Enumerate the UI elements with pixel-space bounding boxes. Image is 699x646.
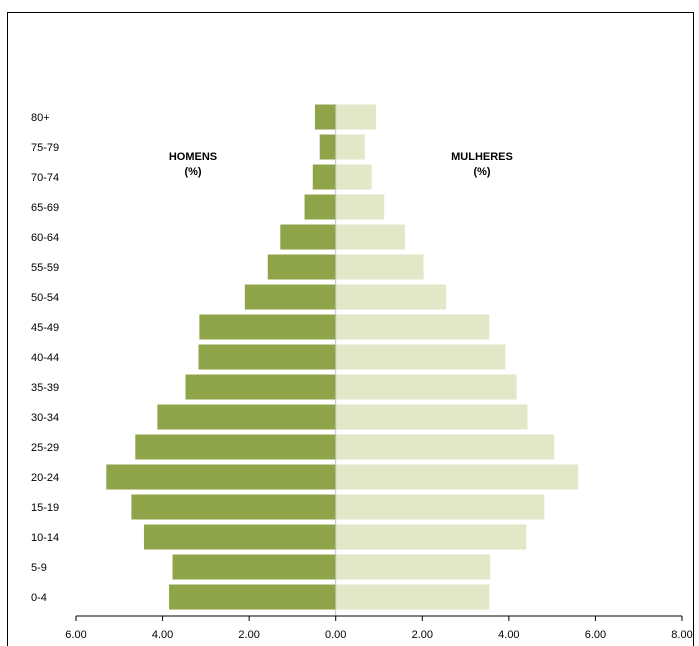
x-tick-label: 6.00	[65, 629, 86, 641]
y-tick-label-80+: 80+	[31, 112, 50, 124]
x-tick-label: 4.00	[152, 629, 173, 641]
bar-mulheres-15-19	[335, 494, 545, 520]
bar-mulheres-5-9	[335, 554, 491, 580]
bar-mulheres-55-59	[335, 254, 424, 280]
x-tick-label: 6.00	[585, 629, 606, 641]
bar-homens-40-44	[198, 344, 336, 370]
bar-homens-70-74	[312, 164, 336, 190]
bar-homens-0-4	[169, 584, 336, 610]
y-tick-label-55-59: 55-59	[31, 262, 59, 274]
x-tick-label: 2.00	[412, 629, 433, 641]
bar-mulheres-0-4	[335, 584, 490, 610]
y-tick-label-50-54: 50-54	[31, 292, 59, 304]
y-tick-label-45-49: 45-49	[31, 322, 59, 334]
x-tick-label: 4.00	[498, 629, 519, 641]
series-labels: HOMENS (%) MULHERES (%)	[169, 151, 513, 178]
bar-homens-20-24	[106, 464, 336, 490]
bar-mulheres-35-39	[335, 374, 517, 400]
bar-mulheres-50-54	[335, 284, 447, 310]
bar-homens-75-79	[319, 134, 336, 160]
series-label-mulheres: MULHERES (%)	[451, 151, 513, 178]
y-tick-label-75-79: 75-79	[31, 142, 59, 154]
y-tick-label-10-14: 10-14	[31, 532, 59, 544]
bar-mulheres-80+	[335, 104, 376, 130]
bar-homens-55-59	[267, 254, 336, 280]
bar-homens-35-39	[185, 374, 336, 400]
bar-homens-10-14	[143, 524, 336, 550]
bar-homens-80+	[314, 104, 336, 130]
bar-mulheres-60-64	[335, 224, 405, 250]
y-tick-label-70-74: 70-74	[31, 172, 59, 184]
y-tick-label-40-44: 40-44	[31, 352, 59, 364]
bar-homens-65-69	[304, 194, 336, 220]
bar-mulheres-10-14	[335, 524, 527, 550]
y-tick-label-35-39: 35-39	[31, 382, 59, 394]
x-tick-label: 8.00	[671, 629, 692, 641]
y-tick-label-65-69: 65-69	[31, 202, 59, 214]
y-tick-label-30-34: 30-34	[31, 412, 59, 424]
bar-homens-5-9	[172, 554, 336, 580]
x-tick-label: 0.00	[325, 629, 346, 641]
bar-homens-45-49	[199, 314, 336, 340]
y-tick-label-15-19: 15-19	[31, 502, 59, 514]
bar-mulheres-30-34	[335, 404, 528, 430]
y-axis: 80+ 75-79 70-74 65-69 60-64 55-59 50-54 45-49 40…	[31, 112, 59, 604]
bar-mulheres-70-74	[335, 164, 372, 190]
bar-homens-50-54	[244, 284, 336, 310]
x-axis: 6.00 4.00 2.00 0.00 2.00 4.00 6.00 8.00	[65, 615, 693, 641]
series-label-homens: HOMENS (%)	[169, 151, 217, 178]
bars-layer	[106, 104, 579, 616]
bar-homens-25-29	[135, 434, 336, 460]
bar-homens-30-34	[157, 404, 336, 430]
y-tick-label-25-29: 25-29	[31, 442, 59, 454]
y-tick-label-20-24: 20-24	[31, 472, 59, 484]
bar-mulheres-20-24	[335, 464, 579, 490]
bar-homens-15-19	[131, 494, 336, 520]
y-tick-label-60-64: 60-64	[31, 232, 59, 244]
bar-mulheres-25-29	[335, 434, 555, 460]
bar-mulheres-65-69	[335, 194, 385, 220]
bar-mulheres-45-49	[335, 314, 490, 340]
x-tick-label: 2.00	[238, 629, 259, 641]
bar-mulheres-40-44	[335, 344, 506, 370]
y-tick-label-0-4: 0-4	[31, 592, 47, 604]
y-tick-label-5-9: 5-9	[31, 562, 47, 574]
bar-homens-60-64	[280, 224, 336, 250]
bar-mulheres-75-79	[335, 134, 365, 160]
